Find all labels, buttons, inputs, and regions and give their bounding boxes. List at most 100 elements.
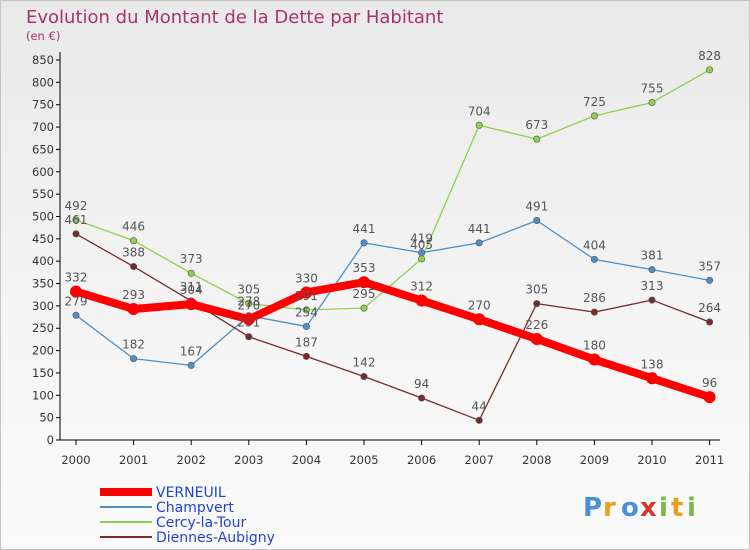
- data-label: 828: [698, 49, 721, 63]
- x-tick-label: 2007: [465, 453, 494, 467]
- y-tick-label: 200: [32, 344, 54, 358]
- data-point: [360, 304, 368, 312]
- logo-letter: P: [583, 493, 602, 523]
- data-label: 142: [353, 356, 376, 370]
- data-point: [245, 300, 253, 308]
- data-point: [72, 230, 80, 238]
- data-point: [533, 135, 541, 143]
- y-tick-label: 0: [47, 433, 54, 447]
- y-tick-label: 750: [32, 98, 54, 112]
- logo-letter: i: [659, 493, 668, 523]
- data-point: [358, 276, 370, 289]
- data-label: 491: [525, 199, 548, 213]
- data-point: [648, 296, 656, 304]
- x-tick-label: 2005: [349, 453, 378, 467]
- data-label: 138: [641, 357, 664, 371]
- x-tick-label: 2008: [522, 453, 551, 467]
- data-label: 291: [295, 289, 318, 303]
- data-point: [648, 98, 656, 106]
- data-point: [646, 372, 658, 385]
- data-point: [72, 311, 80, 319]
- y-tick-label: 300: [32, 299, 54, 313]
- data-point: [473, 313, 486, 326]
- data-point: [302, 306, 310, 314]
- data-point: [130, 355, 138, 363]
- data-point: [706, 318, 714, 326]
- data-label: 270: [237, 298, 260, 312]
- data-label: 305: [237, 283, 260, 297]
- data-point: [418, 394, 426, 402]
- x-tick-label: 2002: [177, 453, 206, 467]
- data-label: 312: [410, 280, 433, 294]
- data-label: 270: [468, 298, 491, 312]
- data-point: [130, 237, 138, 245]
- data-label: 330: [295, 271, 318, 285]
- data-label: 167: [180, 344, 203, 358]
- data-label: 446: [122, 220, 145, 234]
- value-labels: 332 293 304 270 330 353 312 270 226 180 138 96 279 18…: [65, 49, 722, 413]
- data-label: 461: [65, 213, 88, 227]
- data-label: 353: [353, 261, 376, 275]
- y-tick-label: 650: [32, 142, 54, 156]
- data-label: 441: [353, 222, 376, 236]
- data-point: [187, 269, 195, 277]
- data-label: 755: [641, 81, 664, 95]
- data-point: [360, 239, 368, 247]
- x-tick-label: 2011: [695, 453, 724, 467]
- data-label: 373: [180, 252, 203, 266]
- series-line-champvert: [75, 219, 711, 366]
- data-label: 44: [472, 399, 487, 413]
- data-point: [475, 239, 483, 247]
- data-label: 357: [698, 259, 721, 273]
- data-label: 279: [65, 294, 88, 308]
- legend: VERNEUILChampvertCercy-la-TourDiennes-Au…: [100, 485, 275, 546]
- data-point: [475, 416, 483, 424]
- x-tick-label: 2006: [407, 453, 436, 467]
- y-tick-label: 600: [32, 165, 54, 179]
- data-label: 388: [122, 246, 145, 260]
- data-point: [706, 276, 714, 284]
- data-label: 286: [583, 291, 606, 305]
- data-label: 304: [180, 283, 203, 297]
- data-label: 293: [122, 288, 145, 302]
- y-tick-label: 50: [39, 411, 54, 425]
- data-point: [703, 391, 716, 404]
- data-label: 405: [410, 238, 433, 252]
- series-line-cercy-la-tour: [75, 69, 711, 311]
- data-point: [70, 285, 82, 298]
- data-label: 182: [122, 338, 145, 352]
- unit-label: (en €): [26, 29, 60, 43]
- y-tick-label: 550: [32, 187, 54, 201]
- data-label: 305: [525, 283, 548, 297]
- data-label: 725: [583, 95, 606, 109]
- legend-label: VERNEUIL: [156, 485, 226, 501]
- axes: 0 50 100 150 200 250 300 350 400 450 500 550 600 650 7…: [32, 52, 724, 467]
- data-point: [245, 333, 253, 341]
- data-point: [590, 112, 598, 120]
- y-tick-label: 850: [32, 53, 54, 67]
- y-tick-label: 700: [32, 120, 54, 134]
- data-label: 278: [237, 295, 260, 309]
- data-point: [706, 66, 714, 74]
- data-label: 704: [468, 104, 491, 118]
- data-point: [127, 303, 140, 316]
- data-label: 673: [525, 118, 548, 132]
- x-tick-label: 2010: [637, 453, 666, 467]
- data-point: [590, 255, 598, 263]
- data-point: [533, 216, 541, 224]
- y-tick-label: 800: [32, 75, 54, 89]
- legend-label: Diennes-Aubigny: [156, 530, 275, 546]
- chart-title: Evolution du Montant de la Dette par Hab…: [26, 7, 443, 28]
- legend-label: Cercy-la-Tour: [156, 515, 246, 531]
- series-line-verneuil: [72, 278, 714, 402]
- data-point: [418, 255, 426, 263]
- data-point: [187, 361, 195, 369]
- y-tick-label: 150: [32, 366, 54, 380]
- data-label: 313: [641, 279, 664, 293]
- logo-letter: t: [671, 493, 683, 523]
- y-tick-label: 350: [32, 277, 54, 291]
- x-tick-label: 2004: [292, 453, 321, 467]
- y-tick-label: 100: [32, 388, 54, 402]
- data-point: [130, 263, 138, 271]
